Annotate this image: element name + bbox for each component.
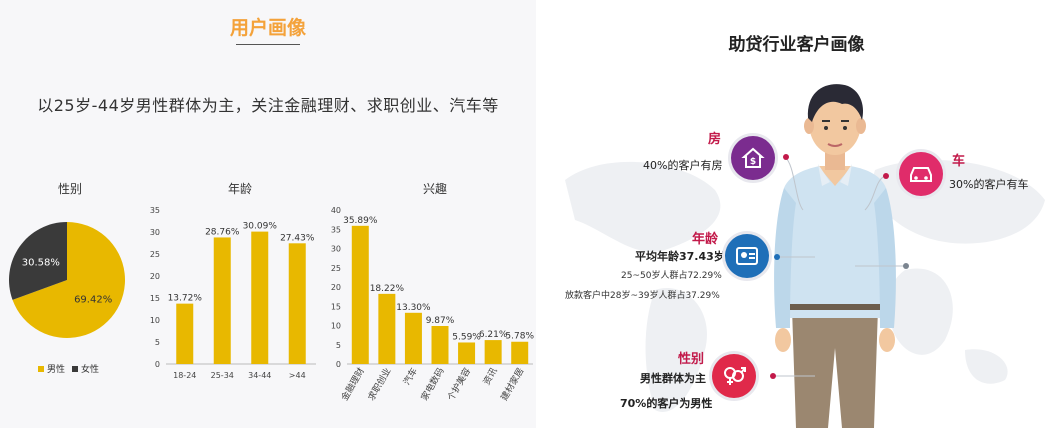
x-tick-label: 25-34 [211,371,234,380]
legend-label-male: 男性 [47,365,66,375]
y-tick-label: 20 [331,283,341,292]
y-tick-label: 35 [331,225,341,234]
x-tick-label: 资讯 [481,366,500,387]
legend-label-female: 女性 [81,365,100,375]
bar [404,312,422,364]
x-tick-label: 34-44 [248,371,271,380]
pie-chart-title: 性别 [57,182,82,196]
pie-slice [8,222,67,300]
age-connector-dot [774,254,780,260]
car-icon [910,167,932,182]
bar-value-label: 28.76% [205,227,240,237]
x-tick-label: >44 [289,371,306,380]
bar [213,237,231,364]
connector-lines [773,156,905,377]
age-heading: 年龄 [692,232,719,247]
legend-swatch-male [38,365,44,372]
id-card-icon [736,247,758,265]
y-tick-label: 35 [150,206,160,215]
y-tick-label: 5 [155,338,160,347]
bar-value-label: 18.22% [370,284,405,294]
y-tick-label: 10 [150,316,160,325]
x-tick-label: 金融理财 [338,366,366,403]
pie-slice [12,222,126,338]
x-tick-label: 汽车 [401,366,420,388]
house-dollar-icon: $ [741,147,765,168]
interest-chart-title: 兴趣 [422,182,447,196]
loan-customer-profile-panel: 助贷行业客户画像 [545,0,1048,428]
age-range-share: 25~50岁人群占72.29% [621,271,722,281]
y-tick-label: 30 [150,228,160,237]
y-tick-label: 0 [155,360,160,369]
panel-subtitle: 以25岁-44岁男性群体为主，关注金融理财、求职创业、汽车等 [37,96,499,115]
bar-value-label: 35.89% [343,216,378,226]
y-tick-label: 25 [331,264,341,273]
bar-value-label: 9.87% [426,316,455,326]
y-tick-label: 0 [336,360,341,369]
legend-swatch-female [72,365,79,372]
bar [431,326,449,364]
pie-legend: 男性 女性 [38,362,99,375]
svg-text:$: $ [750,157,756,167]
house-stat: 40%的客户有房 [643,159,723,172]
pie-slice-label: 69.42% [74,294,112,305]
y-tick-label: 25 [150,250,160,259]
age-icon-circle [725,234,769,278]
bar-value-label: 13.72% [168,294,203,304]
gender-icon-circle [712,354,756,398]
y-tick-label: 30 [331,245,341,254]
pie-slice-label: 30.58% [22,258,60,269]
bar [511,341,529,364]
bar [288,243,306,364]
bar [176,303,194,364]
x-tick-label: 求职创业 [365,366,393,403]
title-divider [236,44,300,45]
bar-value-label: 6.21% [479,330,508,340]
car-connector-dot [883,173,889,179]
panel-title: 助贷行业客户画像 [728,35,865,55]
bar-value-label: 13.30% [396,303,431,313]
car-icon-circle [899,152,943,196]
user-profile-panel: 用户画像 以25岁-44岁男性群体为主，关注金融理财、求职创业、汽车等 性别 6… [8,17,535,403]
gender-share: 70%的客户为男性 [620,397,713,410]
bar [378,293,396,364]
gender-icon [724,367,746,385]
house-icon-circle: $ [731,136,775,180]
car-stat: 30%的客户有车 [949,178,1029,191]
y-tick-label: 15 [331,302,341,311]
y-tick-label: 5 [336,341,341,350]
bar [251,231,269,364]
house-heading: 房 [708,132,722,147]
bar-value-label: 5.78% [505,332,534,342]
x-tick-label: 建材家居 [498,366,526,403]
bar [458,342,476,364]
gender-majority: 男性群体为主 [640,372,706,385]
age-chart-title: 年龄 [227,182,252,196]
bar [351,225,369,364]
age-core-share: 放款客户中28岁~39岁人群占37.29% [565,291,720,301]
panel-title: 用户画像 [229,17,306,39]
map-marker-dot [903,263,909,269]
y-tick-label: 40 [331,206,341,215]
y-tick-label: 15 [150,294,160,303]
car-heading: 车 [952,154,966,169]
age-bar-chart: 0 5 10 15 20 25 30 35 13.72% 18-24 28.76% 25-34 30.0… [150,206,316,380]
y-tick-label: 10 [331,322,341,331]
x-tick-label: 个护美容 [445,366,473,403]
bar-value-label: 30.09% [243,222,278,232]
age-average: 平均年龄37.43岁 [635,250,725,263]
bar-value-label: 27.43% [280,233,315,243]
bar-value-label: 5.59% [452,332,481,342]
y-tick-label: 20 [150,272,160,281]
x-tick-label: 18-24 [173,371,196,380]
bar [484,340,502,364]
house-connector-dot [783,154,789,160]
businessman-illustration [774,84,896,428]
gender-heading: 性别 [678,352,705,367]
gender-pie-chart: 69.42% 30.58% [8,222,126,338]
gender-connector-dot [770,373,776,379]
x-tick-label: 家电数码 [418,366,446,403]
